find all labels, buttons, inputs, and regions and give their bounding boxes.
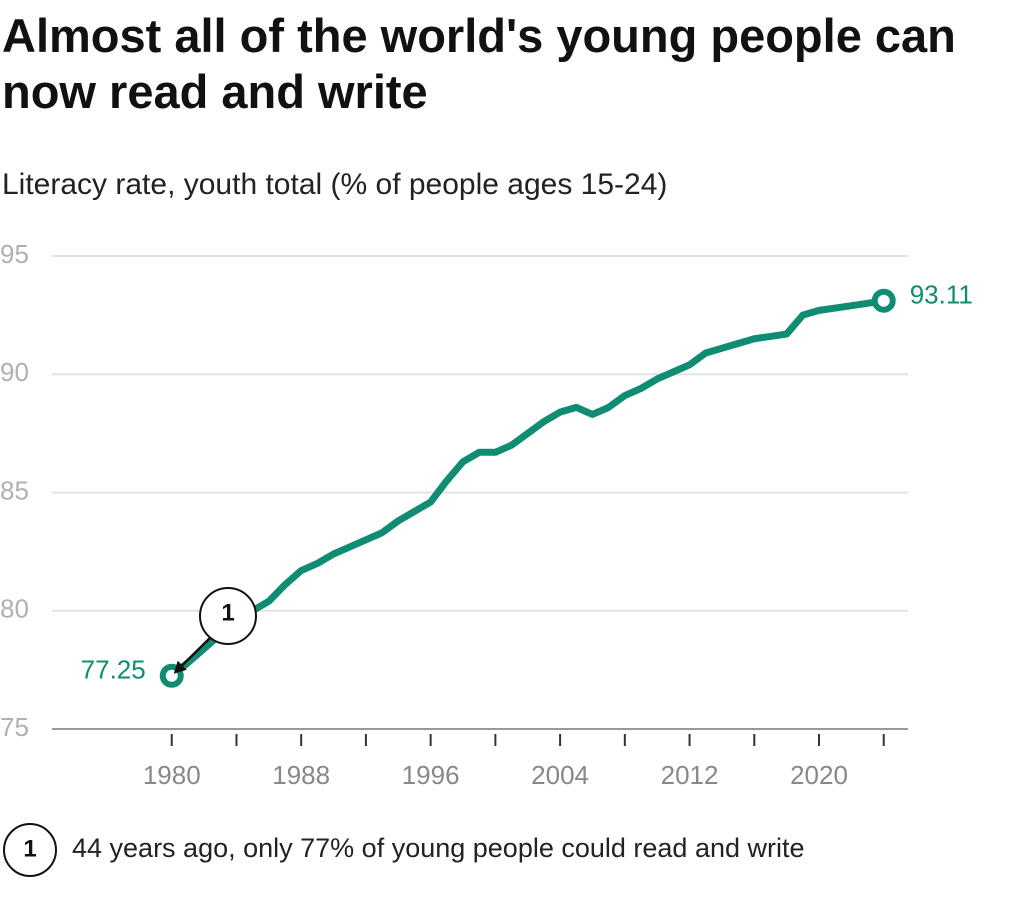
y-tick-label: 75 [0,712,29,742]
value-label: 93.11 [910,280,973,310]
footnote-label: 1 [23,835,36,862]
chart-subtitle: Literacy rate, youth total (% of people … [2,168,668,201]
y-tick-label: 80 [0,594,29,624]
x-tick-label: 1980 [143,760,201,790]
value-label: 77.25 [81,655,146,685]
x-tick-label: 1996 [402,760,460,790]
x-tick-label: 2020 [790,760,848,790]
y-tick-label: 95 [0,239,29,269]
annotation-label: 1 [221,599,234,626]
annotation-circle [199,587,257,645]
x-tick-label: 2012 [661,760,719,790]
x-tick-label: 2004 [531,760,589,790]
footnote-text: 44 years ago, only 77% of young people c… [72,833,805,863]
end-point [871,288,896,313]
data-line [169,297,885,679]
y-tick-label: 90 [0,357,29,387]
arrow-head [173,660,187,674]
x-tick-label: 1988 [272,760,330,790]
y-tick-label: 85 [0,475,29,505]
footnote-circle [3,823,57,877]
chart-title: Almost all of the world's young people c… [2,9,956,118]
